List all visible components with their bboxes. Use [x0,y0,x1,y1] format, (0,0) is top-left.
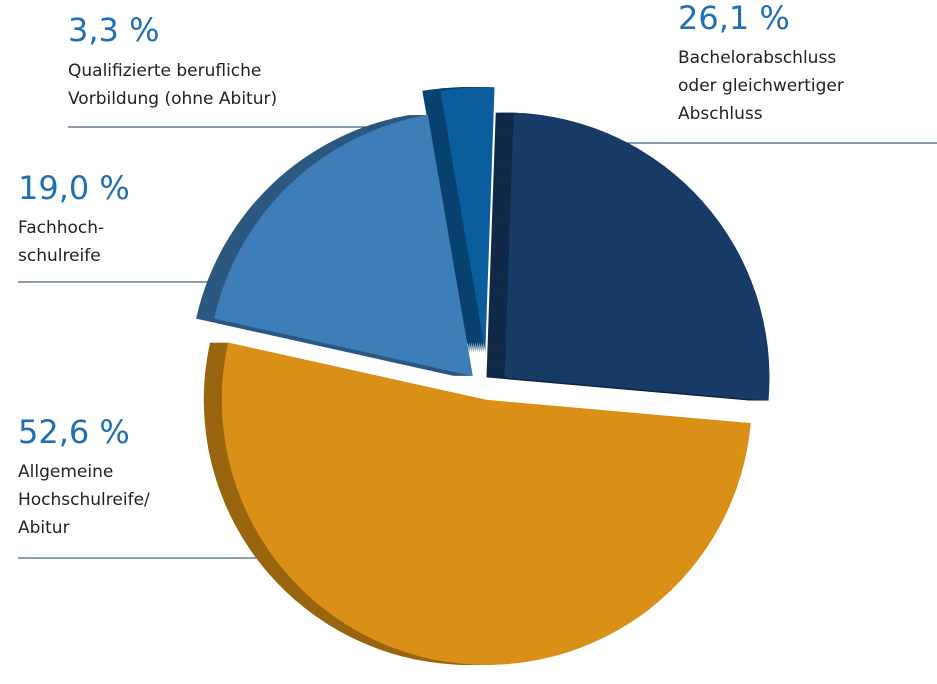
pie-slice [221,342,751,665]
category-label: Fachhoch- schulreife [18,218,105,266]
value-label: 52,6 % [18,413,130,451]
value-label: 26,1 % [678,0,790,37]
value-label: 19,0 % [18,169,130,207]
value-label: 3,3 % [68,11,160,49]
pie-slice [214,114,473,377]
category-label: Allgemeine Hochschulreife/ Abitur [18,462,150,538]
pie-slice [504,112,770,401]
pie-slice [440,87,495,353]
category-label: Bachelorabschluss oder gleichwertiger Ab… [678,48,844,124]
category-label: Qualifizierte berufliche Vorbildung (ohn… [68,61,278,109]
